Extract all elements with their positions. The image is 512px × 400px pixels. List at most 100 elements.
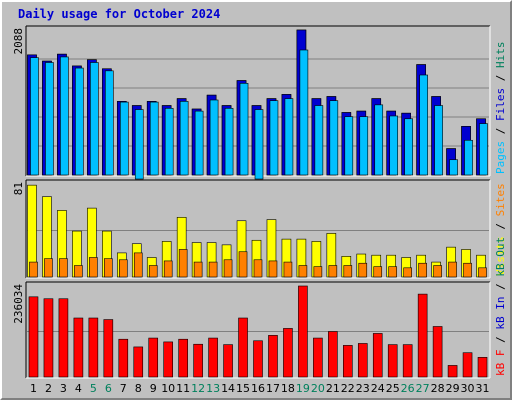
bar-pages-24 (374, 104, 384, 176)
bar-sites-3 (59, 258, 68, 278)
bar-sites-31 (478, 267, 487, 278)
bar-pages-17 (269, 100, 279, 176)
x-tick-label-11: 11 (176, 382, 190, 395)
bar-sites-16 (253, 259, 263, 278)
bar-pages-9 (149, 101, 159, 176)
bar-pages-5 (90, 62, 99, 176)
bar-sites-23 (358, 262, 368, 278)
legend-item: Sites (494, 183, 507, 216)
bar-sites-15 (238, 251, 248, 278)
bar-sites-4 (74, 265, 83, 278)
bar-kb-f-25 (387, 344, 398, 378)
legend-item: / (494, 216, 507, 236)
bar-sites-2 (44, 258, 53, 278)
x-tick-label-27: 27 (416, 382, 430, 395)
bar-kb-f-12 (193, 343, 203, 378)
bar-sites-9 (148, 265, 158, 278)
x-tick-label-28: 28 (431, 382, 445, 395)
bar-kb-f-18 (283, 328, 293, 378)
legend-item: kB In (494, 297, 507, 330)
panel-pages-files-hits: 2088 Pages / Files / Hits (12, 25, 507, 180)
bar-pages-30 (464, 139, 473, 176)
bar-sites-6 (104, 258, 113, 278)
bar-pages-16 (254, 109, 264, 180)
bar-pages-23 (359, 116, 369, 176)
bar-kb-f-15 (238, 317, 248, 378)
bar-sites-17 (268, 260, 278, 278)
bar-sites-14 (223, 259, 233, 278)
chart-title: Daily usage for October 2024 (18, 7, 220, 21)
bar-kb-f-27 (417, 293, 428, 378)
bar-sites-11 (178, 249, 188, 278)
bar-pages-14 (224, 108, 234, 176)
bar-kb-f-22 (343, 345, 353, 378)
x-tick-label-30: 30 (461, 382, 475, 395)
bar-pages-3 (60, 56, 69, 176)
bar-pages-10 (164, 108, 174, 176)
bar-kb-f-2 (43, 298, 54, 378)
bar-sites-28 (433, 265, 442, 278)
bar-pages-27 (419, 74, 428, 176)
bar-sites-21 (328, 265, 338, 278)
legend-item: Pages (494, 141, 507, 174)
legend-item: / (494, 330, 507, 350)
bar-sites-10 (163, 260, 173, 278)
x-tick-label-8: 8 (135, 382, 142, 395)
bar-sites-5 (89, 257, 98, 278)
x-tick-label-23: 23 (356, 382, 370, 395)
legend-item: Files (494, 88, 507, 121)
bar-pages-21 (329, 100, 339, 176)
x-tick-label-9: 9 (150, 382, 157, 395)
bar-kb-f-4 (73, 317, 84, 378)
x-tick-label-26: 26 (401, 382, 415, 395)
bar-pages-6 (105, 70, 114, 176)
x-tick-label-7: 7 (120, 382, 127, 395)
panel-visits-sites: 81 Visits / Sites (12, 179, 507, 279)
bar-pages-13 (209, 99, 219, 176)
y-max-label: 2088 (12, 28, 25, 55)
bar-kb-f-21 (328, 331, 338, 378)
panel-legend: Visits / Sites (494, 183, 507, 276)
y-max-label: 81 (12, 182, 25, 195)
bar-sites-25 (388, 266, 398, 278)
bar-kb-f-3 (58, 298, 69, 378)
x-tick-label-22: 22 (341, 382, 355, 395)
bar-sites-19 (298, 265, 308, 278)
x-tick-label-25: 25 (386, 382, 400, 395)
x-tick-label-3: 3 (60, 382, 67, 395)
bar-kb-f-1 (28, 296, 39, 378)
bar-sites-26 (403, 267, 412, 278)
x-tick-label-19: 19 (296, 382, 310, 395)
bar-sites-13 (208, 261, 218, 278)
bar-kb-f-7 (118, 338, 129, 378)
legend-item: Visits (494, 236, 507, 276)
bar-sites-1 (29, 261, 38, 278)
bar-pages-22 (344, 116, 354, 176)
bar-kb-f-20 (313, 337, 323, 378)
bar-kb-f-11 (178, 338, 188, 378)
bar-pages-31 (479, 123, 488, 176)
legend-item: kB Out (494, 237, 507, 277)
x-tick-label-31: 31 (476, 382, 490, 395)
x-tick-label-15: 15 (236, 382, 250, 395)
x-tick-label-18: 18 (281, 382, 295, 395)
bar-kb-f-5 (88, 317, 99, 378)
x-tick-label-29: 29 (446, 382, 460, 395)
legend-item: / (494, 121, 507, 141)
x-tick-label-20: 20 (311, 382, 325, 395)
bar-pages-19 (299, 49, 309, 176)
bar-kb-f-16 (253, 340, 263, 378)
x-tick-label-12: 12 (191, 382, 205, 395)
x-tick-label-24: 24 (371, 382, 385, 395)
x-tick-label-14: 14 (221, 382, 235, 395)
bar-kb-f-31 (477, 357, 488, 378)
x-tick-label-17: 17 (266, 382, 280, 395)
bar-kb-f-17 (268, 335, 278, 378)
x-tick-label-1: 1 (30, 382, 37, 395)
bar-pages-15 (239, 83, 249, 176)
bar-kb-f-24 (372, 333, 383, 378)
bar-sites-7 (118, 259, 128, 278)
bar-sites-30 (463, 262, 472, 278)
panel-legend: Pages / Files / Hits (494, 42, 507, 175)
